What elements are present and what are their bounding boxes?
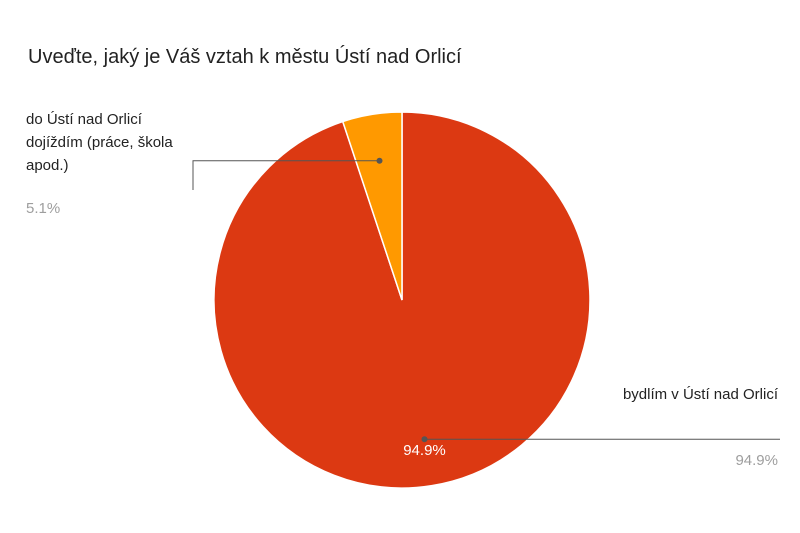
pie-slice <box>341 111 403 301</box>
slice-label: bydlím v Ústí nad Orlicí <box>622 386 778 403</box>
slice-percent: 5.1% <box>26 200 61 217</box>
slice-label: do Ústí nad Orlicí dojíždím (práce, škol… <box>26 111 173 174</box>
leader-line <box>192 160 380 190</box>
slice-percent: 94.9% <box>735 452 778 469</box>
leader-dot <box>376 157 383 164</box>
inner-label: 94.9% <box>403 442 446 459</box>
chart-title: Uveďte, jaký je Váš vztah k městu Ústí n… <box>28 46 462 68</box>
leader-dot <box>421 436 428 443</box>
